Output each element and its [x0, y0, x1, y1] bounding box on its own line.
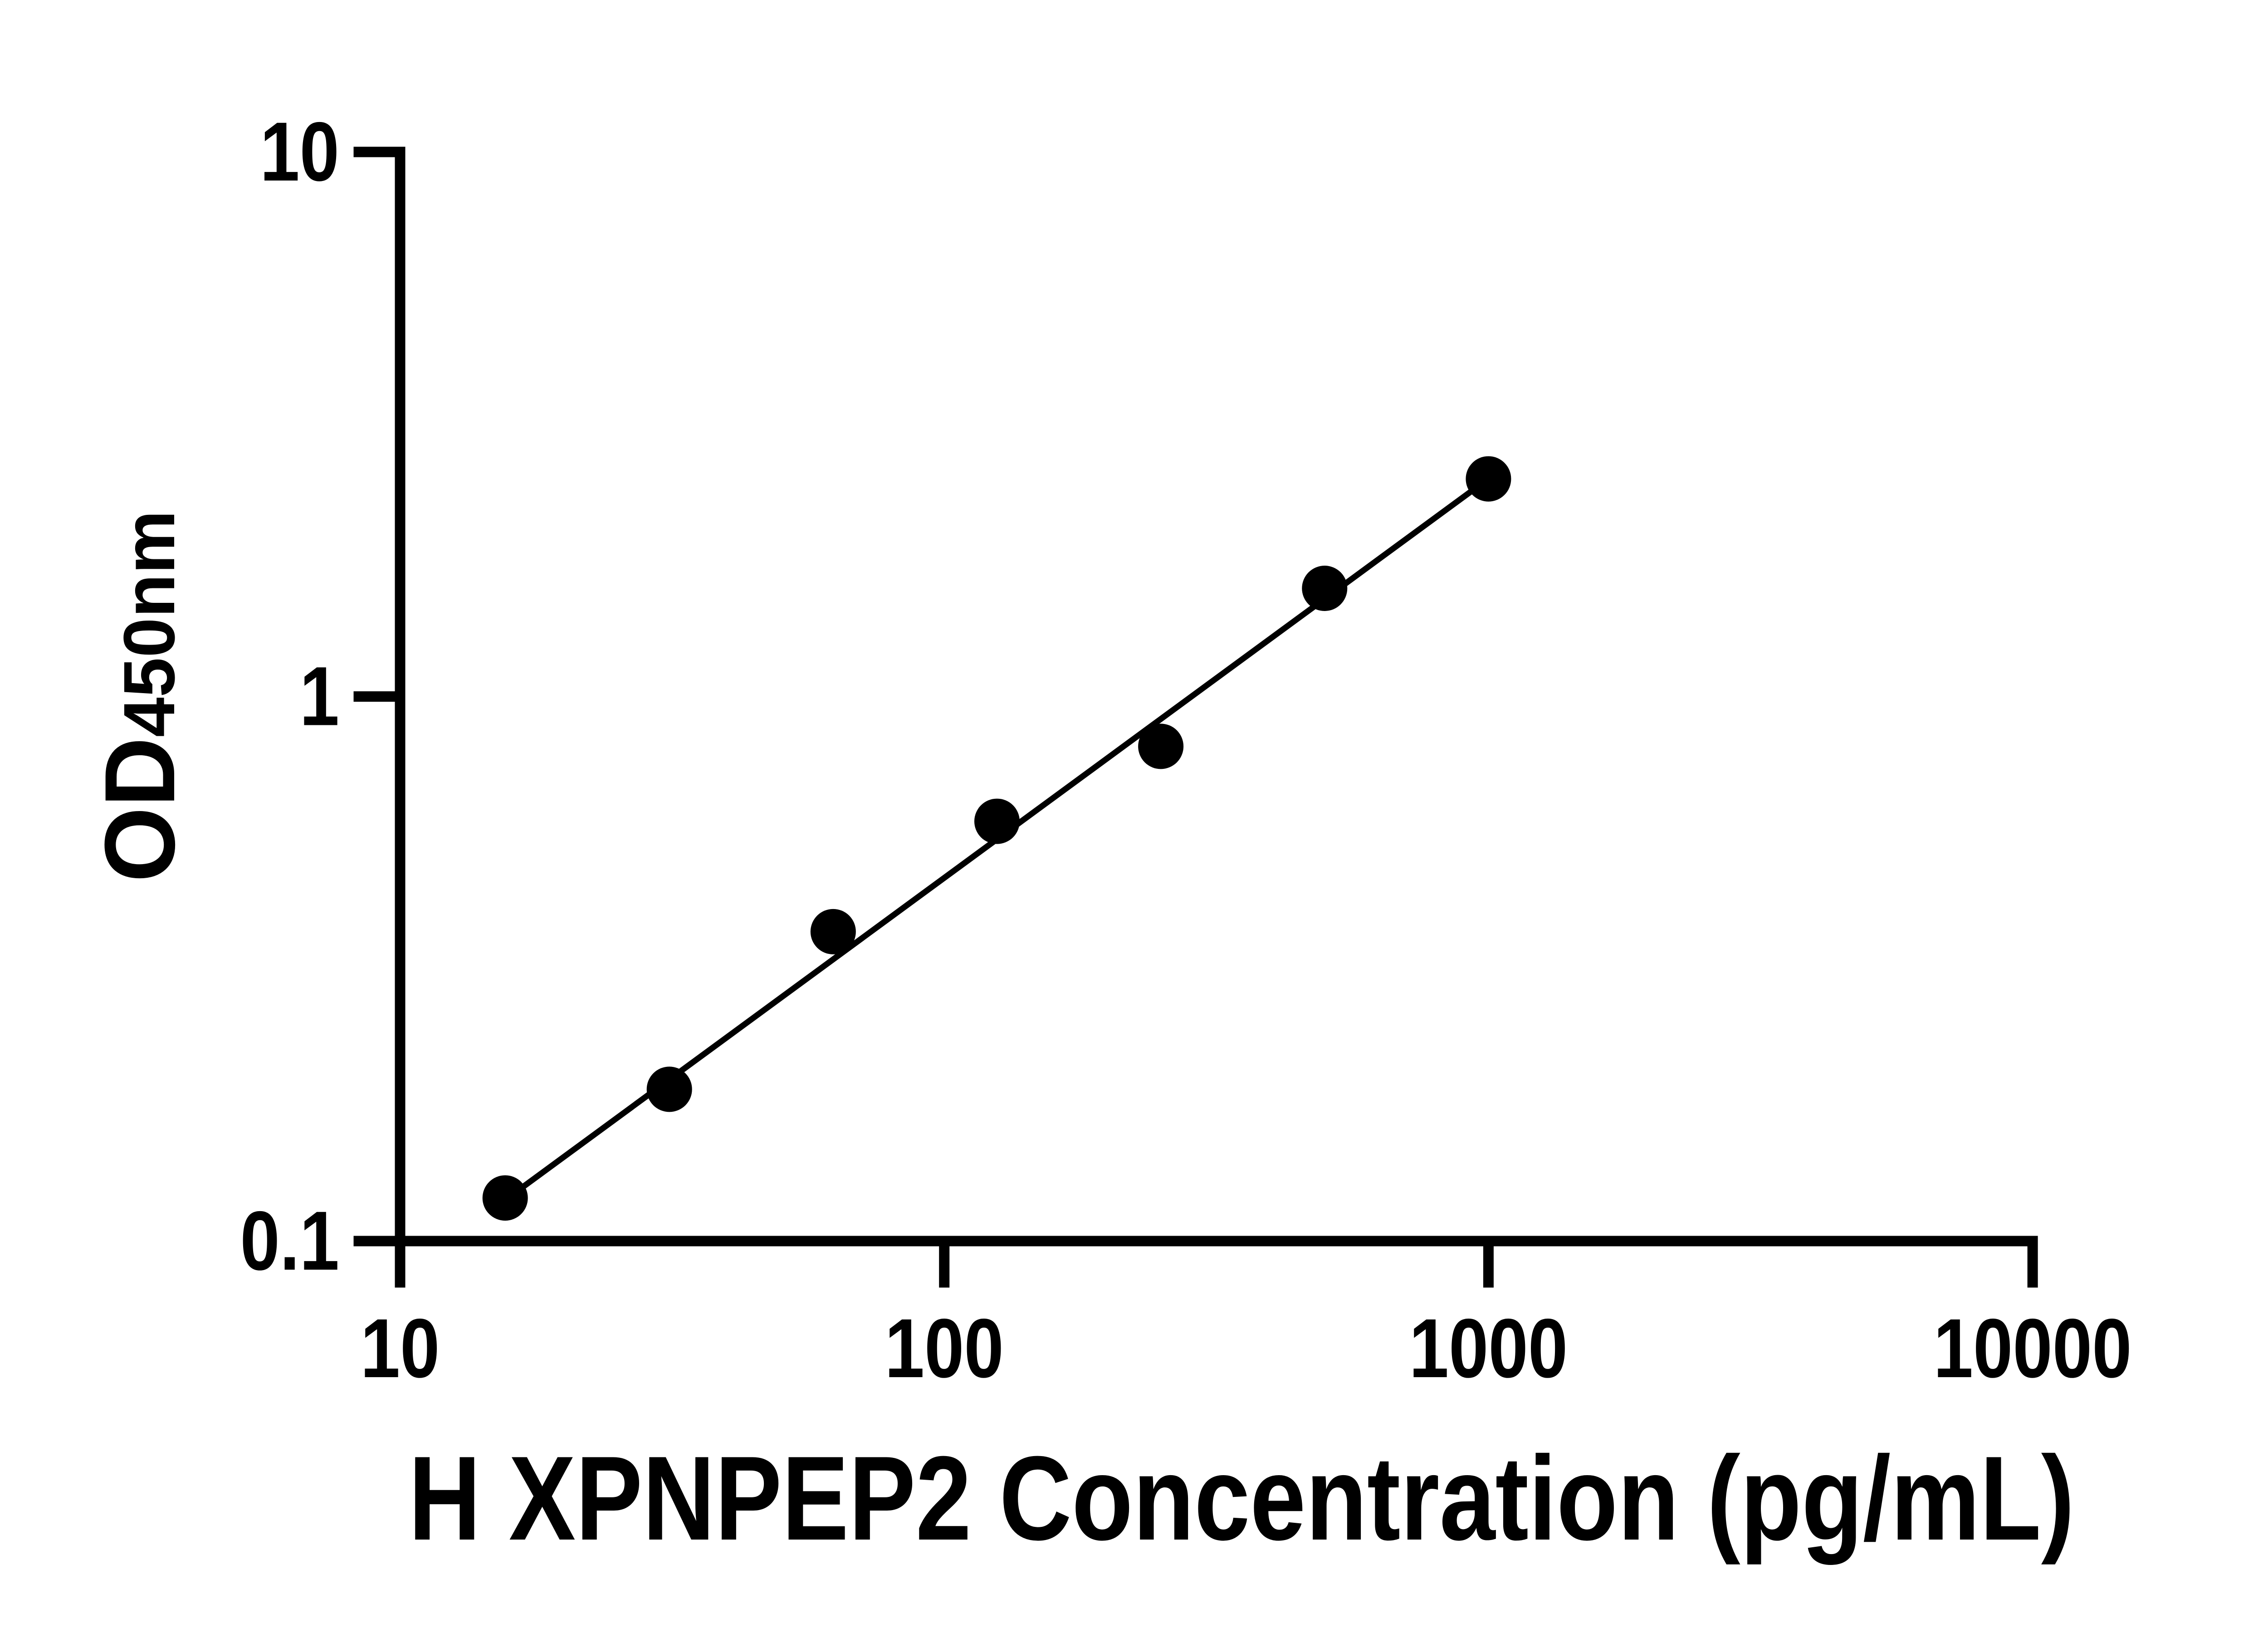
tick-marks	[353, 147, 2038, 1288]
y-axis-title-main: OD	[84, 737, 196, 882]
data-point-marker	[974, 798, 1020, 844]
y-tick-label: 10	[260, 105, 339, 199]
x-tick-label: 1000	[1409, 1302, 1568, 1395]
data-point-marker	[646, 1066, 692, 1112]
x-tick-label: 10	[361, 1302, 440, 1395]
y-axis-title-sub: 450nm	[108, 510, 190, 737]
y-axis-title: OD450nm	[84, 510, 196, 882]
x-tick-label: 10000	[1934, 1302, 2132, 1395]
y-tick-label: 0.1	[240, 1194, 339, 1288]
x-axis-title: H XPNPEP2 Concentration (pg/mL)	[409, 1431, 2075, 1566]
data-point-marker	[810, 909, 856, 954]
data-point-marker	[1138, 724, 1184, 769]
data-point-marker	[1302, 566, 1348, 611]
data-point-marker	[482, 1175, 528, 1221]
data-points-group	[482, 456, 1511, 1221]
axes	[395, 147, 2038, 1247]
y-tick-label: 1	[300, 650, 339, 743]
data-point-marker	[1466, 456, 1511, 502]
x-tick-label: 100	[885, 1302, 1004, 1395]
